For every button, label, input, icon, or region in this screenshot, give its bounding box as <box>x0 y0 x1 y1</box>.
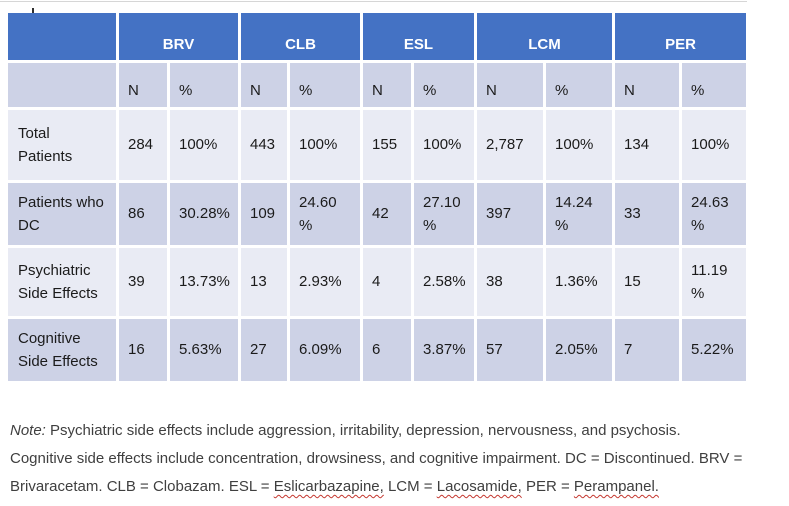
subheader-clb-pct[interactable]: % <box>290 63 361 107</box>
note-text: PER = <box>521 478 574 495</box>
cell-per-n[interactable]: 33 <box>615 183 680 245</box>
table-row: Total Patients 284 100% 443 100% 155 100% 2,787… <box>8 110 747 180</box>
cell-per-pct[interactable]: 5.22% <box>682 319 747 381</box>
column-header-brv[interactable]: BRV <box>119 13 238 60</box>
misspelled-word: Lacosamide, <box>436 478 522 495</box>
cell-esl-n[interactable]: 6 <box>363 319 412 381</box>
cell-per-pct[interactable]: 24.63 % <box>682 183 747 245</box>
cell-clb-n[interactable]: 443 <box>241 110 287 180</box>
column-header-clb[interactable]: CLB <box>241 13 361 60</box>
cell-clb-n[interactable]: 27 <box>241 319 287 381</box>
cell-clb-pct[interactable]: 100% <box>290 110 361 180</box>
table-row: Psychiatric Side Effects 39 13.73% 13 2.93% 4… <box>8 248 747 316</box>
cell-clb-pct[interactable]: 24.60 % <box>290 183 361 245</box>
row-label[interactable]: Total Patients <box>8 110 116 180</box>
cell-per-n[interactable]: 134 <box>615 110 680 180</box>
subheader-brv-n[interactable]: N <box>119 63 167 107</box>
cell-clb-pct[interactable]: 6.09% <box>290 319 361 381</box>
cell-lcm-n[interactable]: 57 <box>477 319 544 381</box>
cell-lcm-n[interactable]: 38 <box>477 248 544 316</box>
misspelled-word: Eslicarbazapine, <box>273 478 384 495</box>
cell-brv-n[interactable]: 39 <box>119 248 167 316</box>
note-text: Psychiatric side effects include aggress… <box>10 422 743 495</box>
cell-per-n[interactable]: 7 <box>615 319 680 381</box>
subheader-brv-pct[interactable]: % <box>170 63 238 107</box>
row-label[interactable]: Psychiatric Side Effects <box>8 248 116 316</box>
table-note[interactable]: Note: Psychiatric side effects include a… <box>10 417 744 501</box>
subheader-per-n[interactable]: N <box>615 63 680 107</box>
cell-lcm-pct[interactable]: 100% <box>546 110 613 180</box>
column-header-lcm[interactable]: LCM <box>477 13 613 60</box>
cell-brv-pct[interactable]: 30.28% <box>170 183 238 245</box>
subheader-esl-pct[interactable]: % <box>414 63 475 107</box>
misspelled-word: Perampanel. <box>573 478 659 495</box>
subheader-row: N% N% N% N% N% <box>8 63 747 107</box>
table-row: Cognitive Side Effects 16 5.63% 27 6.09% 6 3.8… <box>8 319 747 381</box>
cell-lcm-pct[interactable]: 1.36% <box>546 248 613 316</box>
cell-clb-n[interactable]: 13 <box>241 248 287 316</box>
cell-brv-pct[interactable]: 13.73% <box>170 248 238 316</box>
page-top-border <box>0 1 747 2</box>
subheader-lcm-pct[interactable]: % <box>546 63 613 107</box>
subheader-lcm-n[interactable]: N <box>477 63 544 107</box>
cell-brv-n[interactable]: 86 <box>119 183 167 245</box>
table-header: BRV CLB ESL LCM PER N% N% N% N% N% <box>8 13 747 107</box>
table-row: Patients who DC 86 30.28% 109 24.60 % 42 27.10… <box>8 183 747 245</box>
corner-cell[interactable] <box>8 13 116 60</box>
cell-per-pct[interactable]: 100% <box>682 110 747 180</box>
cell-lcm-n[interactable]: 2,787 <box>477 110 544 180</box>
subheader-clb-n[interactable]: N <box>241 63 287 107</box>
subheader-corner-cell[interactable] <box>8 63 116 107</box>
cell-esl-pct[interactable]: 3.87% <box>414 319 475 381</box>
note-label: Note: <box>10 422 46 439</box>
row-label[interactable]: Cognitive Side Effects <box>8 319 116 381</box>
drug-side-effects-table: BRV CLB ESL LCM PER N% N% N% N% N% Total Patients… <box>5 10 749 384</box>
cell-esl-pct[interactable]: 2.58% <box>414 248 475 316</box>
cell-esl-pct[interactable]: 100% <box>414 110 475 180</box>
cell-esl-n[interactable]: 42 <box>363 183 412 245</box>
header-row: BRV CLB ESL LCM PER <box>8 13 747 60</box>
cell-brv-pct[interactable]: 100% <box>170 110 238 180</box>
cell-per-n[interactable]: 15 <box>615 248 680 316</box>
cell-clb-n[interactable]: 109 <box>241 183 287 245</box>
cell-per-pct[interactable]: 11.19 % <box>682 248 747 316</box>
note-text: LCM = <box>383 478 437 495</box>
table-body: Total Patients 284 100% 443 100% 155 100% 2,787… <box>8 110 747 381</box>
cell-esl-pct[interactable]: 27.10 % <box>414 183 475 245</box>
cell-brv-pct[interactable]: 5.63% <box>170 319 238 381</box>
column-header-esl[interactable]: ESL <box>363 13 475 60</box>
cell-lcm-pct[interactable]: 2.05% <box>546 319 613 381</box>
cell-brv-n[interactable]: 284 <box>119 110 167 180</box>
cell-esl-n[interactable]: 4 <box>363 248 412 316</box>
row-label[interactable]: Patients who DC <box>8 183 116 245</box>
cell-esl-n[interactable]: 155 <box>363 110 412 180</box>
cell-clb-pct[interactable]: 2.93% <box>290 248 361 316</box>
cell-lcm-n[interactable]: 397 <box>477 183 544 245</box>
subheader-per-pct[interactable]: % <box>682 63 747 107</box>
cell-brv-n[interactable]: 16 <box>119 319 167 381</box>
cell-lcm-pct[interactable]: 14.24 % <box>546 183 613 245</box>
subheader-esl-n[interactable]: N <box>363 63 412 107</box>
column-header-per[interactable]: PER <box>615 13 747 60</box>
